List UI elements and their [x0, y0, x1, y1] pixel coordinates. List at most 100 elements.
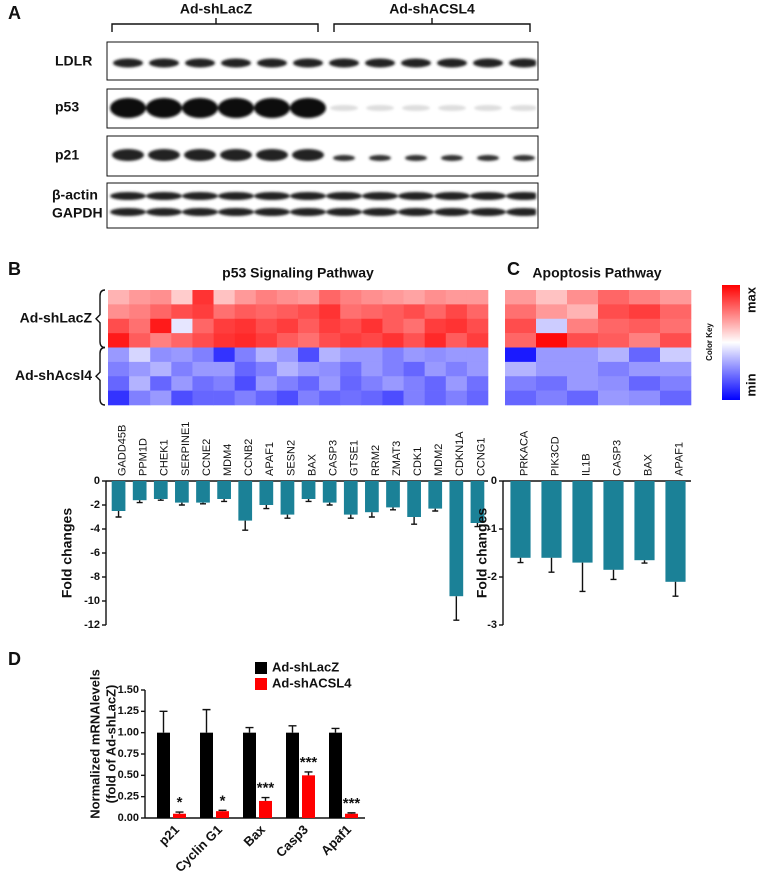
significance: ***	[343, 795, 361, 812]
heat-cell	[129, 333, 151, 348]
bar	[238, 481, 253, 521]
heat-cell	[340, 290, 362, 305]
bar	[510, 481, 531, 558]
heat-cell	[319, 361, 341, 377]
heat-cell	[255, 290, 278, 305]
heat-cell	[192, 376, 214, 391]
heat-cell	[192, 333, 214, 348]
bar	[470, 481, 485, 523]
row-group-label: Ad-shAcsl4	[15, 367, 92, 383]
error-bar	[672, 581, 679, 597]
blot-bands	[110, 50, 536, 226]
error-bar	[304, 771, 313, 776]
heat-cell	[403, 333, 425, 348]
error-bar	[288, 725, 297, 733]
y-tick-label: -3	[487, 619, 497, 631]
heat-cell	[629, 318, 661, 334]
x-tick-label: IL1B	[580, 453, 592, 476]
heat-cell	[171, 318, 193, 334]
x-tick-label: ZMAT3	[391, 441, 403, 476]
heat-cell	[298, 390, 320, 406]
heat-cell	[108, 333, 130, 348]
heat-cell	[150, 347, 172, 363]
heat-cell	[382, 361, 404, 377]
bar	[603, 481, 624, 570]
heat-cell	[129, 290, 151, 305]
x-tick-label: Bax	[241, 821, 269, 849]
heat-cell	[403, 347, 425, 363]
x-tick-label: SESN2	[285, 440, 297, 476]
heat-cell	[445, 390, 468, 406]
y-tick-label: 0.25	[118, 791, 139, 803]
heat-cell	[361, 361, 383, 377]
heat-cell	[598, 347, 630, 363]
error-bar	[453, 596, 460, 621]
heat-cell	[192, 318, 214, 334]
heat-cell	[150, 376, 172, 391]
heat-cell	[382, 390, 404, 406]
x-tick-label: GTSE1	[349, 440, 361, 476]
blot-frames	[106, 41, 539, 229]
error-bar	[245, 726, 254, 733]
heat-cell	[129, 304, 151, 320]
heat-cell	[171, 333, 193, 348]
heat-cell	[361, 290, 383, 305]
heat-cell	[298, 376, 320, 391]
heat-cell	[567, 347, 599, 363]
heat-cell	[255, 333, 278, 348]
heat-cell	[598, 376, 630, 391]
heat-cell	[536, 390, 568, 406]
error-bar	[474, 523, 481, 528]
x-tick-label: CCNB2	[243, 439, 255, 476]
heat-cell	[213, 304, 235, 320]
panel-label: B	[8, 259, 21, 279]
heat-cell	[629, 361, 661, 377]
blot-row-label: LDLR	[55, 53, 92, 69]
heat-cell	[150, 304, 172, 320]
heat-cell	[255, 361, 278, 377]
heat-cell	[598, 290, 630, 305]
heat-cell	[255, 390, 278, 406]
heat-cell	[129, 390, 151, 406]
heat-cell	[319, 333, 341, 348]
heat-cell	[192, 290, 214, 305]
y-tick-label: -10	[84, 595, 100, 607]
heat-cell	[505, 361, 537, 377]
heat-cell	[466, 347, 489, 363]
heat-cell	[424, 333, 447, 348]
heat-cell	[361, 390, 383, 406]
heat-cell	[466, 304, 489, 320]
y-tick-label: -8	[90, 571, 100, 583]
x-tick-label: PRKACA	[518, 430, 530, 476]
heat-cell	[319, 290, 341, 305]
heat-cell	[171, 361, 193, 377]
x-tick-label: CASP3	[611, 440, 623, 476]
error-bar	[579, 562, 586, 593]
y-tick-label: 0.50	[118, 769, 139, 781]
heat-cell	[108, 347, 130, 363]
heat-cell	[445, 376, 468, 391]
heat-cell	[234, 390, 257, 406]
bar	[345, 813, 358, 818]
heat-cell	[567, 318, 599, 334]
heat-cell	[150, 318, 172, 334]
brace	[95, 346, 106, 406]
heat-cell	[445, 318, 468, 334]
heat-cell	[536, 304, 568, 320]
heat-cell	[192, 304, 214, 320]
heat-cell	[403, 304, 425, 320]
x-tick-label: CDK1	[412, 447, 424, 476]
brace	[95, 289, 106, 349]
legend-label: Ad-shLacZ	[272, 659, 339, 674]
heat-cell	[361, 376, 383, 391]
heat-cell	[466, 361, 489, 377]
bar	[301, 481, 316, 499]
heat-cell	[108, 304, 130, 320]
heat-cell	[234, 347, 257, 363]
significance: *	[220, 792, 226, 809]
heat-cell	[213, 347, 235, 363]
y-tick-label: -4	[90, 523, 101, 535]
significance: ***	[257, 779, 275, 796]
x-tick-label: CCNG1	[475, 437, 487, 476]
heat-cell	[108, 318, 130, 334]
